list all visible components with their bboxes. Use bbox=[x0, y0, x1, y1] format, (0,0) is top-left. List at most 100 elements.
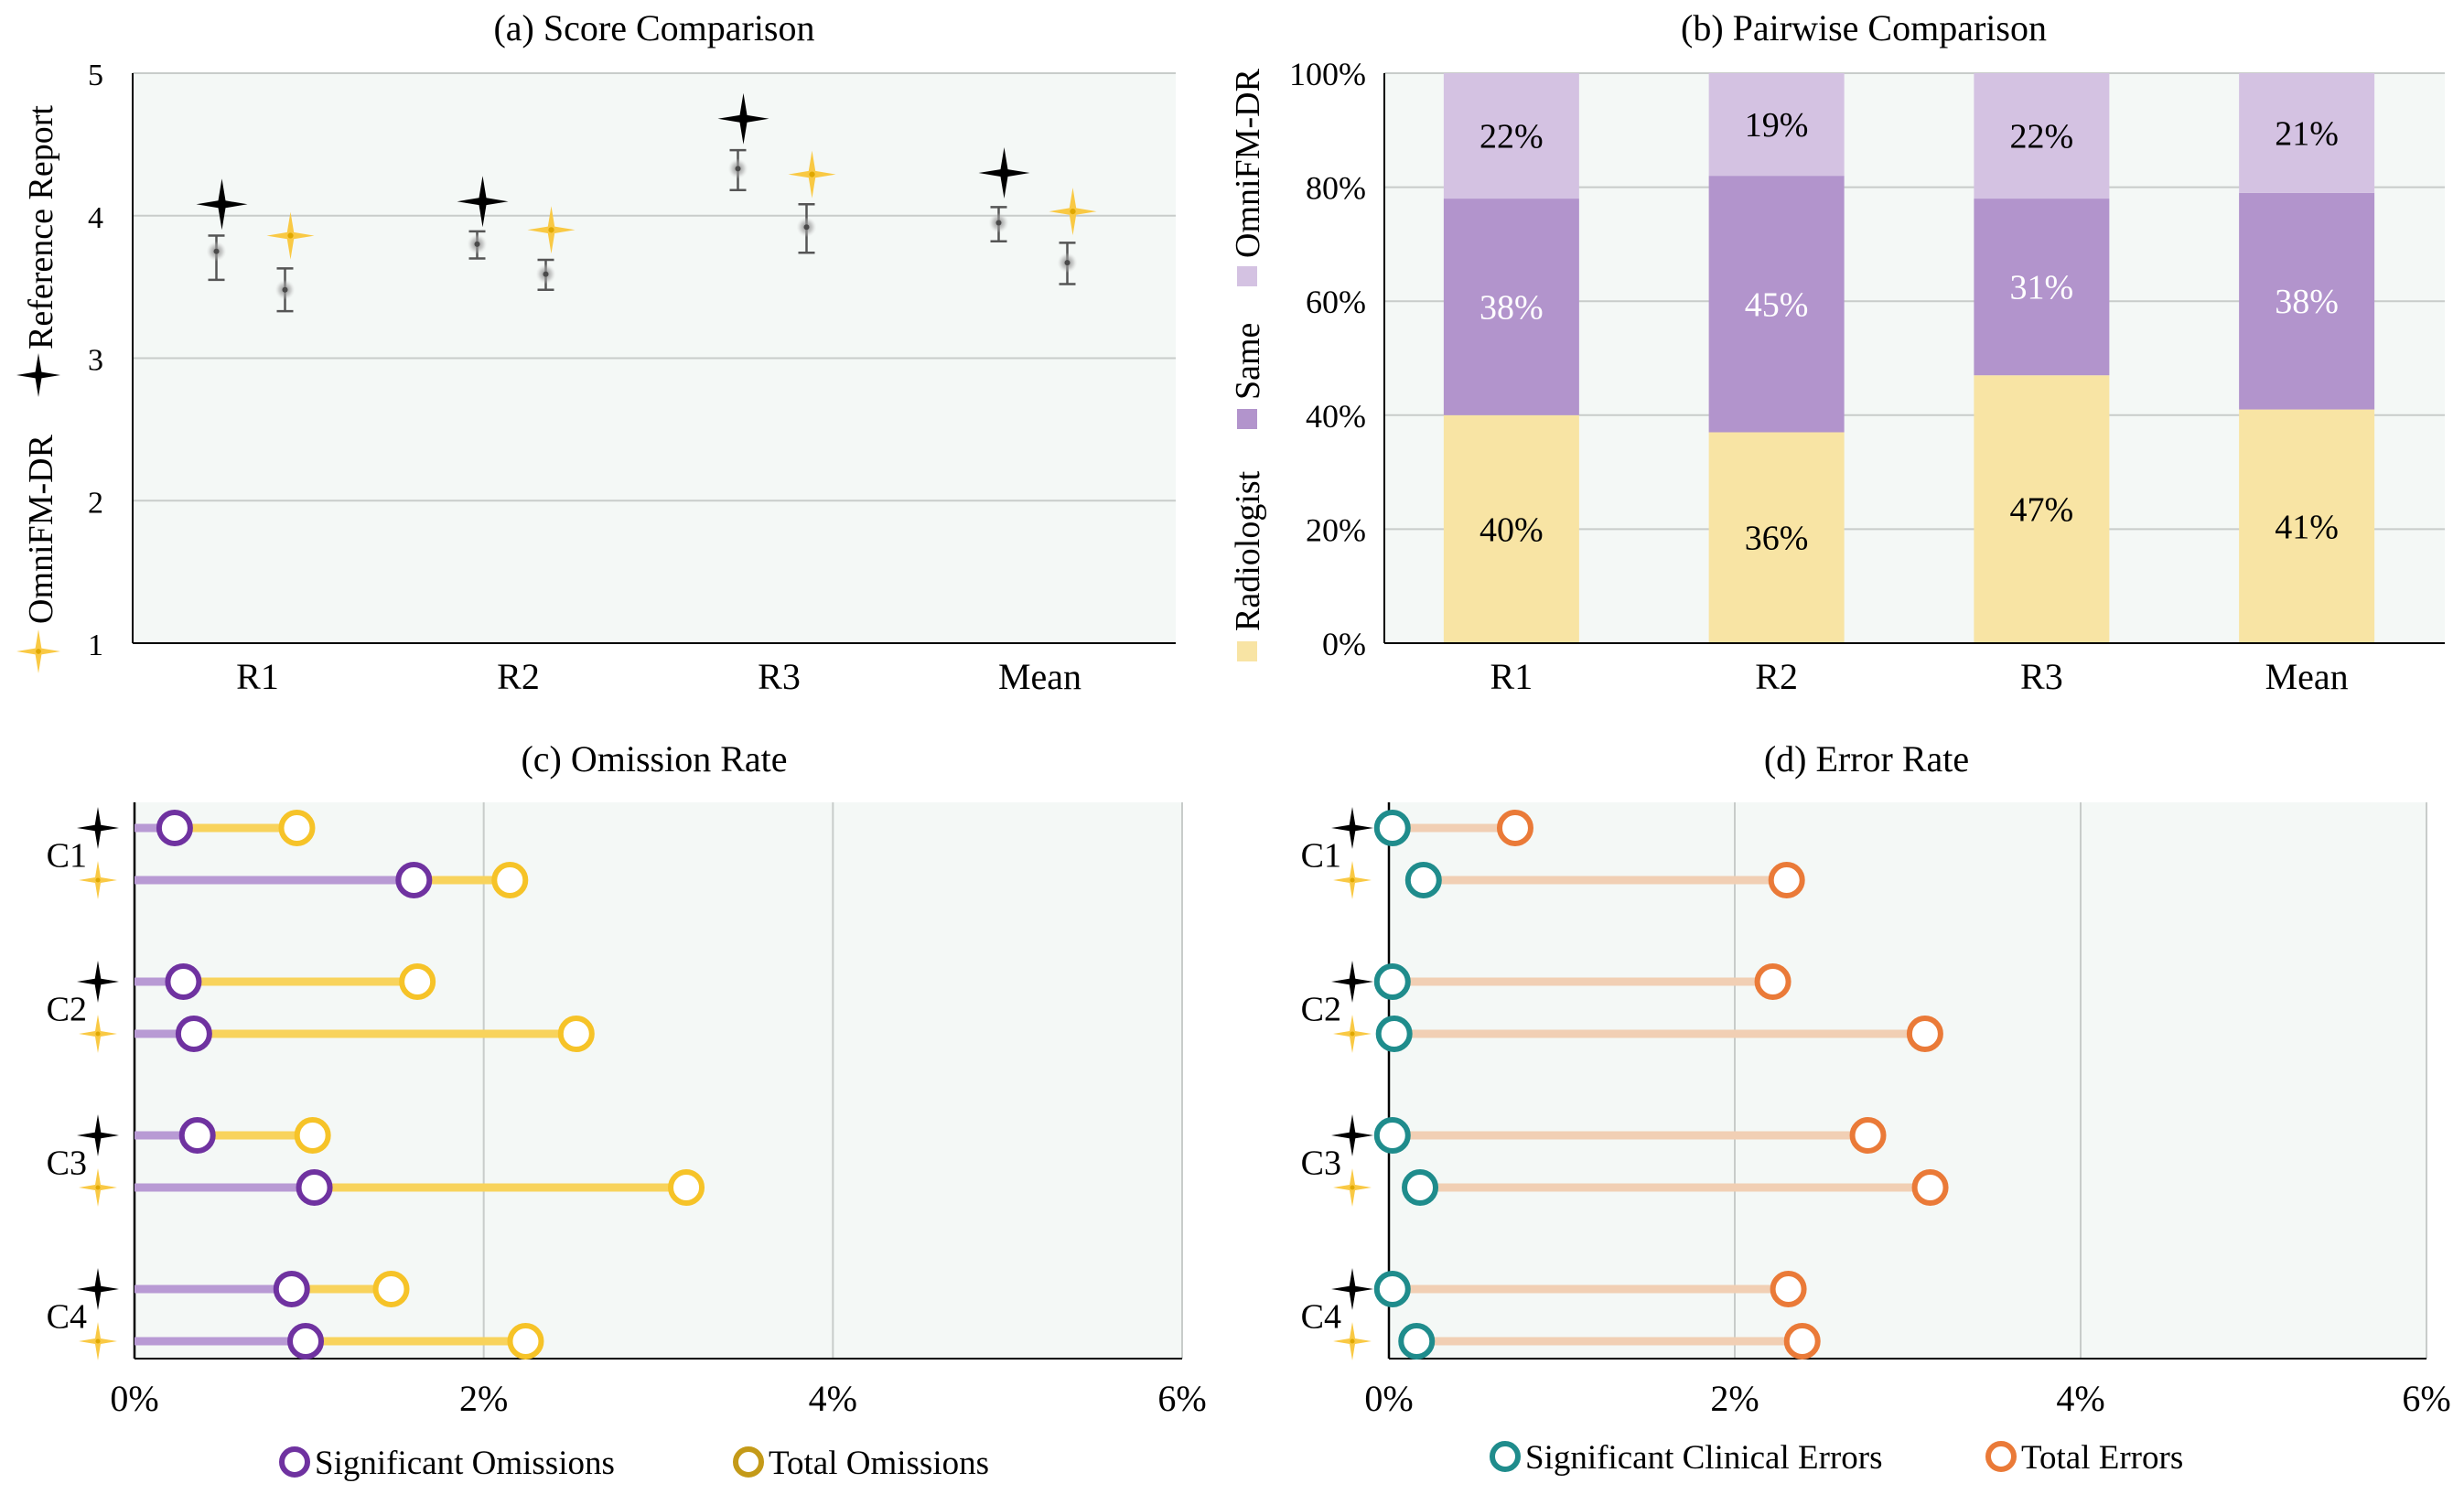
category-label: C1 bbox=[1301, 837, 1341, 876]
category-label: C3 bbox=[1301, 1145, 1341, 1183]
x-tick-label: R3 bbox=[2020, 656, 2063, 697]
significant-marker bbox=[1373, 810, 1411, 846]
y-tick-label: 2 bbox=[88, 486, 103, 520]
legend-significant-label: Significant Clinical Errors bbox=[1525, 1439, 1882, 1477]
reference-star-point bbox=[457, 176, 509, 228]
mean-marker bbox=[282, 286, 288, 293]
y-tick-label: 20% bbox=[1306, 511, 1366, 548]
panel-a-x-ticks: R1 R2 R3 Mean bbox=[236, 656, 1081, 697]
category-label: C4 bbox=[1301, 1298, 1341, 1337]
reference-star-marker-shape bbox=[1331, 1268, 1373, 1310]
reference-star-marker-shape bbox=[77, 1114, 119, 1156]
total-marker bbox=[278, 810, 316, 846]
total-marker bbox=[507, 1323, 544, 1360]
data-label: 22% bbox=[2010, 118, 2074, 156]
bar-segment-same bbox=[2239, 192, 2375, 410]
mean-marker bbox=[543, 271, 549, 277]
x-tick-label: Mean bbox=[998, 656, 1081, 697]
omnifm-star-marker-center bbox=[1350, 877, 1355, 883]
dumbbell-row bbox=[1375, 1016, 1943, 1052]
bar-segment-omnifm-dr bbox=[1443, 73, 1579, 199]
omnifm-star-point-center bbox=[548, 227, 554, 233]
panel-c-x-ticks: 0% 2% 4% 6% bbox=[110, 1378, 1206, 1419]
omnifm-star-point bbox=[788, 150, 836, 199]
x-tick-label: 6% bbox=[2402, 1378, 2450, 1419]
significant-marker bbox=[156, 810, 193, 846]
omnifm-star-point-center bbox=[809, 171, 815, 177]
reference-star-marker bbox=[77, 807, 119, 849]
bar-segment-same bbox=[1708, 176, 1845, 433]
panel-b-title: (b) Pairwise Comparison bbox=[1681, 7, 2047, 48]
reference-star-marker-shape bbox=[77, 807, 119, 849]
reference-star-point-shape bbox=[196, 178, 248, 231]
total-marker bbox=[1496, 810, 1533, 846]
y-tick-label: 4 bbox=[88, 201, 103, 235]
legend-label: OmniFM-DR bbox=[1229, 68, 1267, 258]
total-marker bbox=[1911, 1169, 1949, 1206]
black-star-icon-shape bbox=[16, 353, 60, 397]
legend-swatch-radiologist bbox=[1237, 641, 1257, 661]
total-marker bbox=[1754, 963, 1792, 1000]
x-tick-label: 0% bbox=[110, 1378, 158, 1419]
omnifm-star-marker bbox=[1333, 1168, 1372, 1207]
dumbbell-row bbox=[134, 1271, 410, 1307]
legend-label: Same bbox=[1229, 323, 1267, 400]
panel-c-title: (c) Omission Rate bbox=[521, 738, 787, 779]
panel-b-x-ticks: R1 R2 R3 Mean bbox=[1490, 656, 2349, 697]
omnifm-star-point bbox=[266, 211, 315, 260]
omnifm-star-marker bbox=[1333, 861, 1372, 899]
x-tick-label: R2 bbox=[497, 656, 540, 697]
reference-star-point-shape bbox=[457, 176, 509, 228]
panel-c: (c) Omission Rate 0% 2% 4% 6% C1 C2 C3 C4 Sign… bbox=[47, 738, 1207, 1482]
dumbbell-row bbox=[1402, 1169, 1949, 1206]
panel-c-categories: C1 C2 C3 C4 bbox=[47, 837, 87, 1337]
x-tick-label: 4% bbox=[2056, 1378, 2104, 1419]
omnifm-star-point-center bbox=[1070, 208, 1076, 215]
bar-segment-same bbox=[1443, 199, 1579, 415]
significant-marker bbox=[296, 1169, 333, 1206]
reference-star-marker-shape bbox=[77, 961, 119, 1003]
significant-marker bbox=[165, 963, 202, 1000]
omnifm-star-marker bbox=[79, 1168, 117, 1207]
data-label: 19% bbox=[1745, 106, 1809, 145]
omnifm-error-bar bbox=[1057, 242, 1078, 285]
legend-significant-label: Significant Omissions bbox=[315, 1445, 615, 1482]
x-tick-label: R3 bbox=[758, 656, 801, 697]
legend-label: Radiologist bbox=[1229, 470, 1267, 631]
dumbbell-row bbox=[1373, 1117, 1887, 1154]
panel-c-marks bbox=[77, 807, 705, 1360]
data-label: 38% bbox=[1479, 288, 1544, 327]
omnifm-star-point-center bbox=[287, 232, 294, 239]
total-marker bbox=[294, 1117, 331, 1154]
significant-marker bbox=[273, 1271, 310, 1307]
total-marker bbox=[557, 1016, 595, 1052]
reference-error-bar bbox=[467, 230, 488, 260]
data-label: 21% bbox=[2275, 114, 2339, 153]
panel-b-bars: 40% 38% 22% 36% 45% 19% 47% 31% 22% 41% 38% 21% bbox=[1443, 73, 2375, 643]
omnifm-star-marker bbox=[1333, 1322, 1372, 1360]
panel-a-y-ticks: 1 2 3 4 5 bbox=[88, 59, 103, 662]
dumbbell-row bbox=[134, 1169, 705, 1206]
significant-marker bbox=[1375, 1016, 1413, 1052]
significant-marker bbox=[1373, 1271, 1411, 1307]
x-tick-label: 2% bbox=[459, 1378, 508, 1419]
y-tick-label: 80% bbox=[1306, 170, 1366, 207]
omnifm-star-marker bbox=[79, 861, 117, 899]
legend-significant-swatch bbox=[279, 1446, 310, 1478]
category-label: C1 bbox=[47, 837, 87, 876]
panel-d-x-ticks: 0% 2% 4% 6% bbox=[1364, 1378, 2450, 1419]
legend-total-swatch bbox=[1985, 1441, 2017, 1472]
black-star-icon bbox=[16, 353, 60, 397]
dumbbell-row bbox=[1373, 963, 1792, 1000]
total-marker bbox=[1770, 1271, 1807, 1307]
significant-marker bbox=[1402, 1169, 1439, 1206]
panel-d-title: (d) Error Rate bbox=[1764, 738, 1969, 779]
dumbbell-row bbox=[1404, 862, 1805, 898]
legend-omnifm-label: OmniFM-DR bbox=[22, 434, 60, 624]
significant-marker bbox=[1373, 963, 1411, 1000]
x-tick-label: 0% bbox=[1364, 1378, 1413, 1419]
dumbbell-row bbox=[1398, 1323, 1821, 1360]
data-label: 31% bbox=[2010, 269, 2074, 307]
data-label: 38% bbox=[2275, 283, 2339, 321]
panel-b: (b) Pairwise Comparison 40% 38% 22% 36% 45% 1… bbox=[1229, 7, 2445, 697]
